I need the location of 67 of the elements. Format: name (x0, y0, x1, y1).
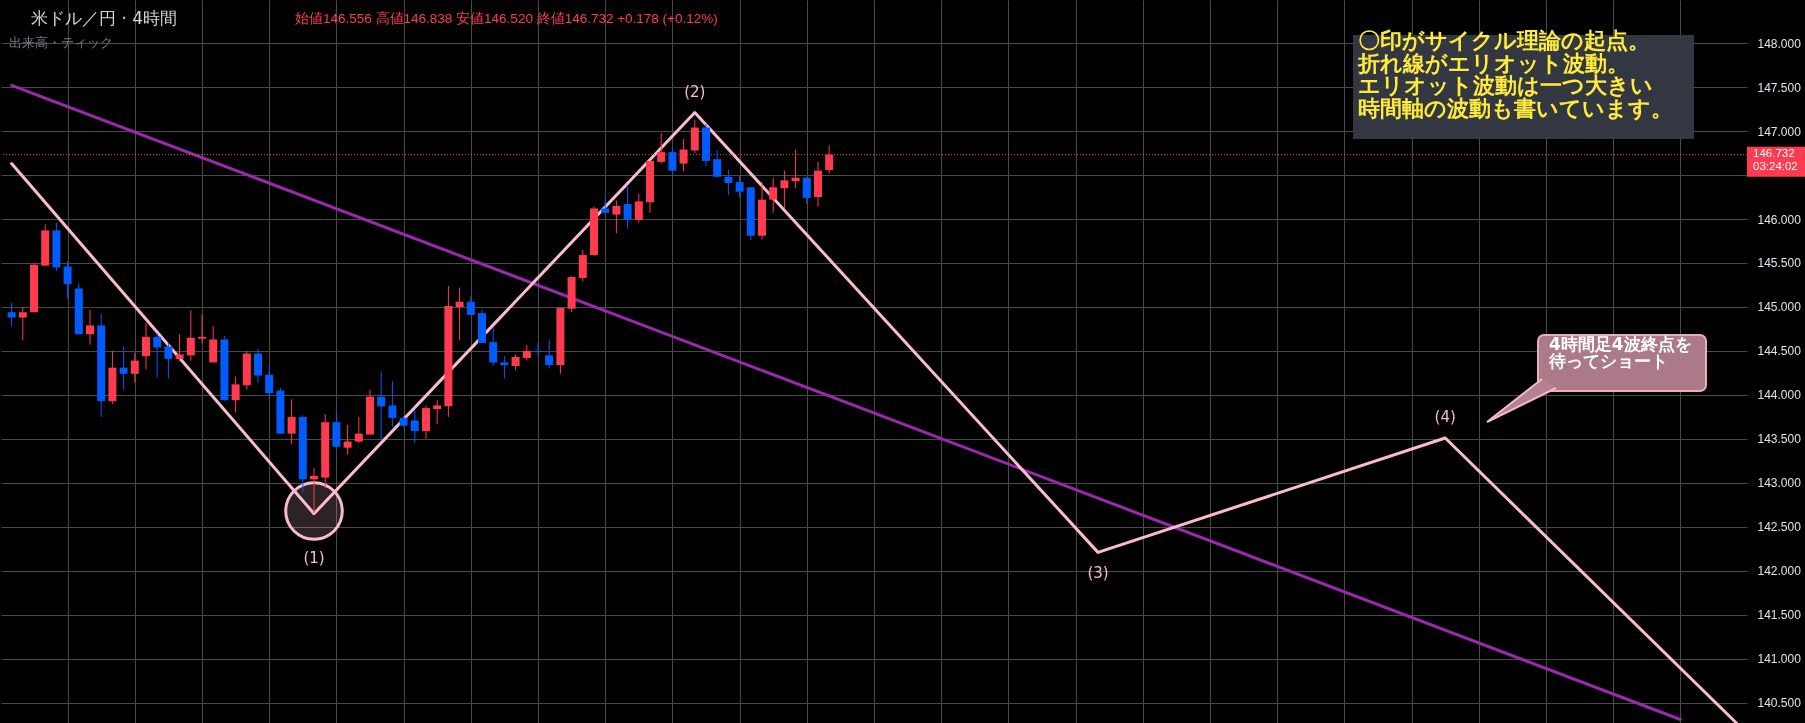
candlestick (612, 200, 621, 234)
candlestick (86, 309, 94, 346)
candlestick (545, 339, 554, 370)
candlestick (802, 177, 811, 205)
candlestick (668, 147, 677, 173)
candlestick (153, 332, 162, 378)
candlestick (780, 170, 789, 209)
y-tick-label: 144.500 (1757, 344, 1802, 359)
candlestick (578, 249, 587, 282)
candlestick (18, 306, 27, 341)
candlestick (466, 295, 475, 316)
annotation: (1) (303, 548, 325, 567)
candlestick (209, 325, 218, 363)
candlestick (198, 314, 206, 344)
y-tick-label: 144.000 (1757, 388, 1802, 403)
candlestick (377, 371, 386, 440)
candlestick (231, 375, 240, 414)
y-tick-label: 147.500 (1757, 80, 1802, 95)
candlestick (455, 287, 464, 341)
ref-line-label: 146.732 03:24:02 (1753, 146, 1798, 172)
candlestick (410, 409, 419, 444)
candlestick (7, 302, 16, 327)
y-tick-label: 143.500 (1757, 432, 1802, 447)
annotation: (2) (684, 82, 706, 101)
candlestick (769, 177, 778, 214)
candlestick (63, 260, 72, 299)
y-tick-label: 143.000 (1757, 476, 1802, 491)
y-tick-label: 141.500 (1757, 608, 1802, 623)
candlestick (634, 193, 643, 224)
candlestick (265, 365, 274, 399)
candlestick (354, 416, 363, 444)
candlestick (186, 309, 195, 362)
candlestick (164, 342, 173, 379)
candlestick (254, 348, 262, 384)
annotation: (3) (1087, 564, 1109, 583)
candlestick (735, 175, 744, 199)
candlestick (119, 346, 128, 391)
y-tick-label: 147.000 (1757, 124, 1802, 139)
candlestick (388, 380, 397, 428)
candlestick (690, 119, 699, 154)
candlestick (130, 352, 139, 384)
annotation: 〇印がサイクル理論の起点。折れ線がエリオット波動。エリオット波動は一つ大きい時間軸の波動も書いています。 (1357, 28, 1673, 122)
candlestick (500, 355, 509, 379)
y-tick-label: 146.000 (1757, 212, 1802, 227)
annotation: 出来高・ティック (9, 34, 113, 50)
text: 米ドル／円 · 4時間 (31, 8, 178, 28)
candlestick (142, 322, 150, 370)
candlestick (713, 149, 722, 178)
y-tick-label: 140.500 (1757, 696, 1802, 711)
candlestick (287, 398, 296, 445)
annotation: (4) (1434, 408, 1456, 427)
candlestick (422, 404, 430, 440)
y-tick-label: 142.000 (1757, 564, 1802, 579)
text: 始値146.556 高値146.838 安値146.520 終値146.732 +0.178 (+0.12%) (295, 11, 718, 26)
y-tick-label: 142.500 (1757, 520, 1802, 535)
y-tick-label: 148.000 (1757, 36, 1802, 51)
candlestick (623, 185, 632, 230)
annotation: 4時間足4波終点を待ってショート (1548, 333, 1692, 371)
candlestick (433, 399, 442, 425)
y-tick-label: 145.500 (1757, 256, 1802, 271)
y-tick-label: 141.000 (1757, 652, 1802, 667)
candlestick (343, 424, 352, 456)
candlestick (534, 342, 542, 357)
candlestick (489, 326, 498, 367)
candlestick (175, 333, 184, 362)
y-tick-label: 145.000 (1757, 300, 1802, 315)
candlestick (724, 169, 733, 196)
